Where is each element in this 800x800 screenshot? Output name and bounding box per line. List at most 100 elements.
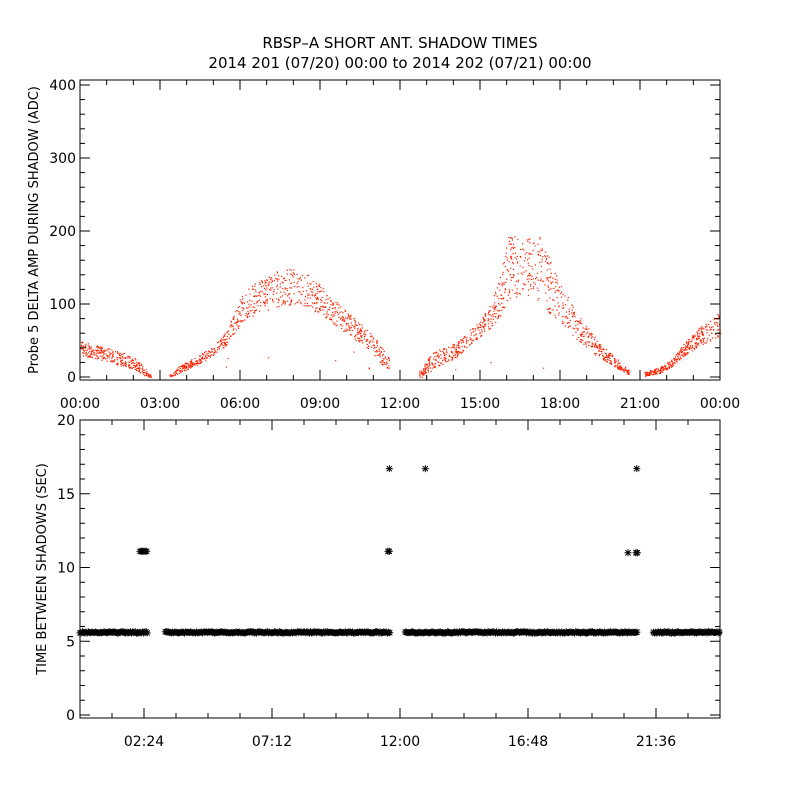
delta-amp-point bbox=[679, 351, 681, 354]
delta-amp-point bbox=[717, 329, 719, 331]
delta-amp-point bbox=[240, 321, 242, 323]
delta-amp-point bbox=[143, 372, 145, 374]
delta-amp-point bbox=[602, 358, 605, 360]
delta-amp-point bbox=[198, 360, 200, 362]
delta-amp-point bbox=[82, 352, 84, 354]
delta-amp-point bbox=[615, 359, 617, 361]
delta-amp-point bbox=[602, 354, 604, 356]
delta-amp-point bbox=[373, 348, 375, 350]
delta-amp-point bbox=[685, 345, 687, 347]
delta-amp-point bbox=[446, 351, 448, 354]
delta-amp-point bbox=[277, 288, 279, 290]
delta-amp-point bbox=[136, 361, 138, 364]
delta-amp-point bbox=[508, 243, 510, 245]
delta-amp-point bbox=[515, 280, 517, 282]
delta-amp-point bbox=[118, 353, 120, 355]
delta-amp-point bbox=[276, 286, 278, 288]
delta-amp-point bbox=[655, 373, 657, 375]
delta-amp-point bbox=[488, 328, 490, 330]
delta-amp-point bbox=[604, 352, 606, 354]
top-panel-ylabel: Probe 5 DELTA AMP DURING SHADOW (ADC) bbox=[27, 86, 42, 374]
delta-amp-point bbox=[567, 326, 569, 329]
delta-amp-point bbox=[97, 357, 99, 360]
delta-amp-point bbox=[362, 342, 364, 344]
delta-amp-point bbox=[611, 363, 613, 365]
delta-amp-point bbox=[146, 371, 148, 373]
delta-amp-point bbox=[458, 341, 460, 343]
delta-amp-point bbox=[432, 358, 435, 360]
delta-amp-point bbox=[329, 306, 331, 308]
delta-amp-point bbox=[494, 291, 497, 293]
delta-amp-point bbox=[516, 291, 518, 293]
delta-amp-point bbox=[548, 256, 550, 258]
delta-amp-point bbox=[547, 262, 549, 265]
delta-amp-point bbox=[129, 367, 131, 369]
delta-amp-point bbox=[330, 314, 332, 316]
delta-amp-point bbox=[682, 355, 684, 357]
delta-amp-point bbox=[254, 295, 256, 297]
delta-amp-point bbox=[546, 262, 549, 264]
delta-amp-point bbox=[429, 367, 431, 369]
delta-amp-point bbox=[102, 354, 104, 356]
delta-amp-point bbox=[705, 327, 707, 329]
delta-amp-point bbox=[664, 368, 666, 370]
delta-amp-point bbox=[376, 342, 378, 344]
delta-amp-point bbox=[556, 279, 558, 281]
bottom-y-tick-label: 20 bbox=[57, 413, 75, 429]
delta-amp-point bbox=[170, 374, 172, 376]
delta-amp-point bbox=[307, 297, 309, 299]
delta-amp-point bbox=[207, 355, 209, 357]
delta-amp-point bbox=[143, 370, 145, 372]
delta-amp-point bbox=[227, 331, 229, 333]
delta-amp-point bbox=[656, 368, 658, 370]
delta-amp-point bbox=[510, 279, 512, 281]
delta-amp-point bbox=[523, 260, 525, 262]
delta-amp-point bbox=[703, 337, 706, 339]
delta-amp-point bbox=[669, 366, 671, 368]
delta-amp-point bbox=[254, 283, 256, 285]
delta-amp-point bbox=[533, 281, 535, 283]
delta-amp-point bbox=[461, 346, 463, 348]
delta-amp-point bbox=[185, 369, 187, 372]
delta-amp-point bbox=[707, 338, 709, 340]
delta-amp-point bbox=[419, 372, 421, 374]
delta-amp-point bbox=[500, 315, 502, 317]
top-panel-frame bbox=[79, 79, 721, 381]
delta-amp-point bbox=[698, 328, 700, 330]
delta-amp-point bbox=[135, 359, 137, 361]
delta-amp-point bbox=[127, 355, 129, 357]
delta-amp-point bbox=[142, 368, 144, 370]
delta-amp-point bbox=[555, 290, 557, 292]
delta-amp-point bbox=[323, 313, 325, 315]
delta-amp-point bbox=[218, 341, 220, 343]
delta-amp-point bbox=[514, 252, 517, 254]
delta-amp-point bbox=[104, 357, 106, 359]
delta-amp-point bbox=[705, 323, 707, 325]
delta-amp-point bbox=[121, 363, 123, 365]
delta-amp-point bbox=[128, 361, 130, 363]
delta-amp-point bbox=[460, 351, 462, 353]
delta-amp-point bbox=[616, 364, 618, 367]
delta-amp-point bbox=[209, 354, 211, 356]
delta-amp-point bbox=[357, 329, 359, 331]
delta-amp-point bbox=[141, 364, 143, 366]
delta-amp-point bbox=[368, 342, 370, 344]
delta-amp-point bbox=[249, 299, 251, 301]
delta-amp-point bbox=[590, 337, 593, 339]
delta-amp-point bbox=[678, 354, 680, 356]
delta-amp-point bbox=[562, 293, 564, 296]
delta-amp-point bbox=[232, 329, 234, 331]
delta-amp-point bbox=[192, 363, 194, 365]
delta-amp-point bbox=[283, 277, 285, 279]
delta-amp-point bbox=[322, 309, 324, 311]
delta-amp-point bbox=[136, 364, 138, 366]
delta-amp-point bbox=[522, 288, 524, 290]
delta-amp-point bbox=[199, 360, 202, 362]
delta-amp-point bbox=[149, 374, 151, 376]
delta-amp-point bbox=[104, 349, 106, 351]
delta-amp-point bbox=[109, 354, 111, 356]
delta-amp-point bbox=[614, 366, 616, 368]
delta-amp-point bbox=[317, 288, 319, 290]
delta-amp-point bbox=[120, 361, 122, 363]
delta-amp-point bbox=[537, 287, 539, 289]
